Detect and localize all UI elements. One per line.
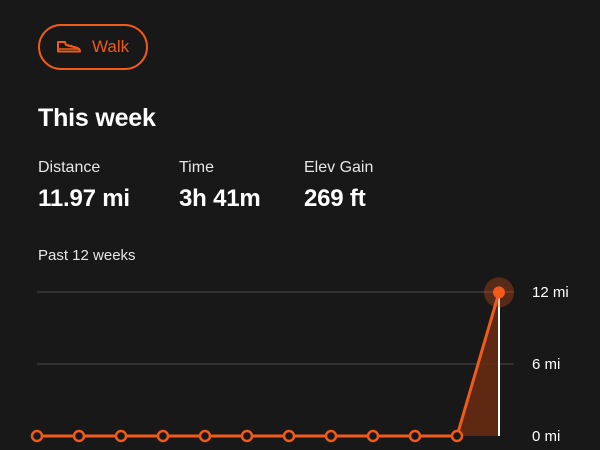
data-point <box>114 429 128 443</box>
activity-type-label: Walk <box>92 37 130 56</box>
y-tick-label: 6 mi <box>532 356 560 373</box>
page-title: This week <box>38 104 156 132</box>
data-point <box>198 429 212 443</box>
data-point <box>72 429 86 443</box>
stat-elev-gain: Elev Gain 269 ft <box>304 159 373 213</box>
stat-elev-gain-value: 269 ft <box>304 185 366 212</box>
stat-time: Time 3h 41m <box>179 159 261 213</box>
data-point <box>324 429 338 443</box>
stat-time-label: Time <box>179 159 214 176</box>
y-tick-label: 12 mi <box>532 284 569 301</box>
shoe-icon <box>56 39 82 55</box>
data-point <box>450 429 464 443</box>
series-line <box>37 291 501 438</box>
stat-distance: Distance 11.97 mi <box>38 159 130 213</box>
stat-distance-label: Distance <box>38 159 101 176</box>
data-point <box>240 429 254 443</box>
stat-time-value: 3h 41m <box>179 185 261 212</box>
data-point <box>493 286 505 299</box>
data-point <box>156 429 170 443</box>
stat-distance-value: 11.97 mi <box>38 185 130 212</box>
y-tick-label: 0 mi <box>532 428 560 445</box>
chart-subtitle: Past 12 weeks <box>38 247 136 264</box>
activity-type-button[interactable]: Walk <box>38 24 148 70</box>
data-point <box>366 429 380 443</box>
data-point <box>282 429 296 443</box>
data-point <box>30 429 44 443</box>
data-point <box>408 429 422 443</box>
stat-elev-gain-label: Elev Gain <box>304 159 374 176</box>
